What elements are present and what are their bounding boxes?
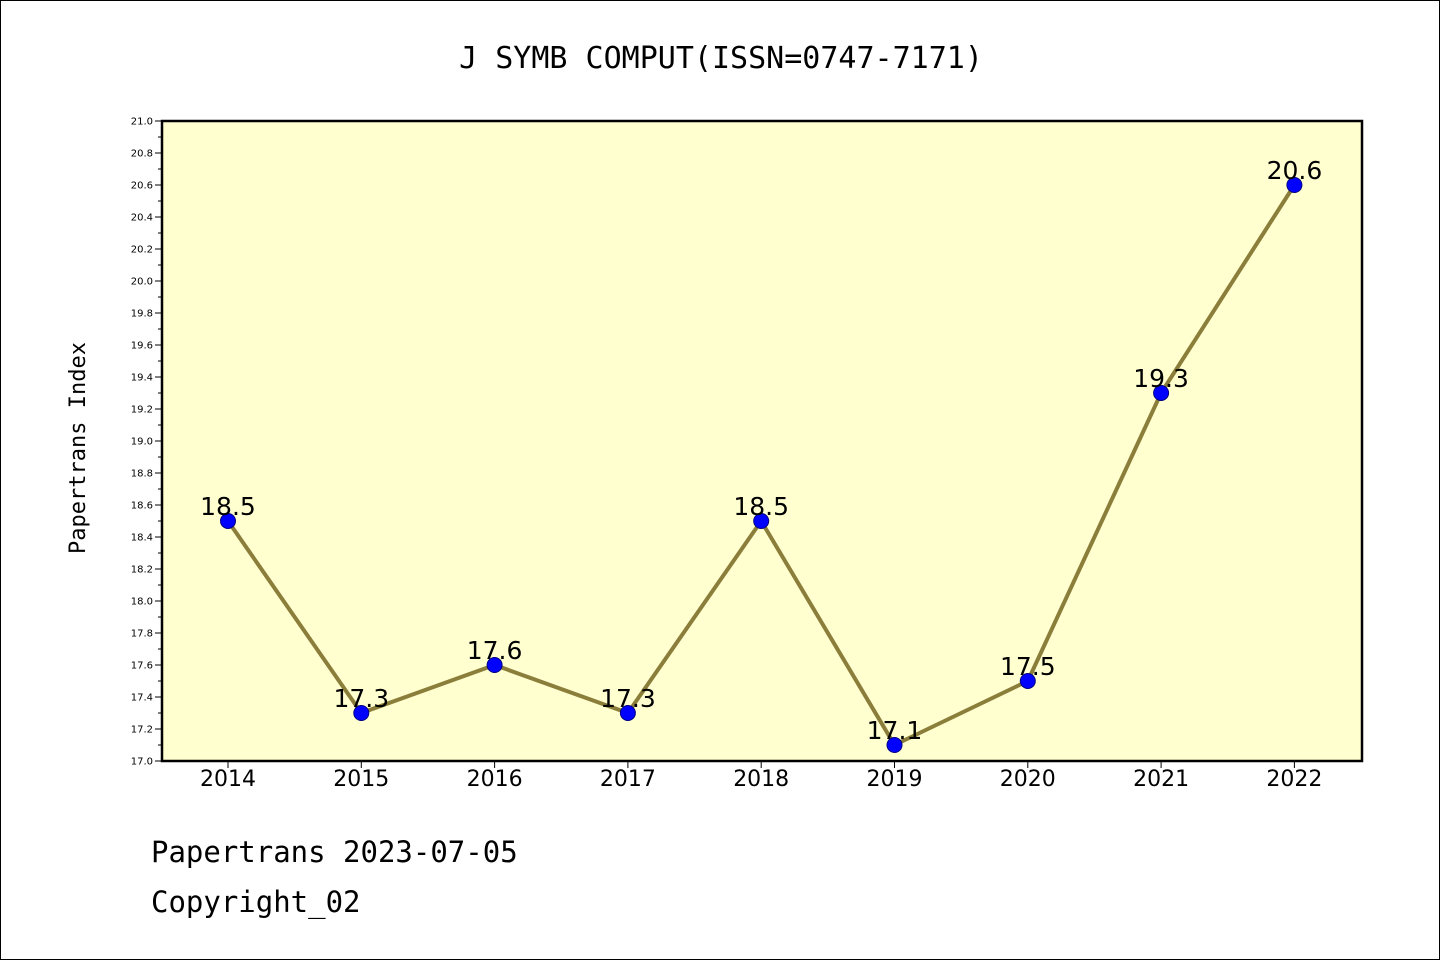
x-tick-label: 2022 [1266,767,1322,792]
y-tick-label: 20.2 [131,245,153,256]
data-point [1019,673,1036,689]
data-point [753,513,770,529]
y-tick-label: 17.0 [131,757,153,768]
x-tick-label: 2021 [1133,767,1189,792]
y-tick-label: 19.8 [131,309,153,320]
data-label: 18.5 [733,492,789,521]
y-tick-label: 17.4 [131,693,153,704]
y-tick-label: 19.4 [131,373,153,384]
plot-area [160,119,1364,763]
y-tick-label: 20.4 [131,213,153,224]
data-label: 20.6 [1267,156,1323,185]
data-label: 17.3 [600,684,656,713]
y-tick-label: 18.4 [131,533,153,544]
data-label: 17.3 [333,684,389,713]
y-tick-label: 19.2 [131,405,153,416]
y-tick-label: 20.8 [131,149,153,160]
x-tick-label: 2015 [333,767,389,792]
y-tick-label: 18.6 [131,501,153,512]
x-tick-label: 2017 [600,767,656,792]
x-tick-label: 2018 [733,767,789,792]
y-tick-label: 19.6 [131,341,153,352]
y-tick-label: 18.8 [131,469,153,480]
data-point [353,705,370,721]
y-axis-ticks: 17.0 17.2 17.4 17.6 17.8 18.0 18.2 18.4 18.6 18.8… [131,117,162,768]
y-tick-label: 21.0 [131,117,153,128]
data-point [886,737,903,753]
y-axis-label: Papertrans Index [66,342,91,554]
data-point [619,705,636,721]
footer-copyright: Copyright_02 [151,885,361,919]
y-tick-label: 17.6 [131,661,153,672]
data-label: 18.5 [200,492,256,521]
x-axis-ticks: 2014 2015 2016 2017 2018 2019 2020 2021 2022 [200,761,1322,792]
data-point [1286,177,1303,193]
x-tick-label: 2020 [1000,767,1056,792]
y-tick-label: 17.2 [131,725,153,736]
x-tick-label: 2019 [867,767,923,792]
data-label: 17.6 [467,636,523,665]
data-point [1153,385,1170,401]
y-tick-label: 19.0 [131,437,153,448]
x-tick-label: 2014 [200,767,256,792]
footer-date: Papertrans 2023-07-05 [151,835,518,869]
y-tick-label: 18.0 [131,597,153,608]
chart-title: J SYMB COMPUT(ISSN=0747-7171) [459,41,983,76]
y-tick-label: 20.0 [131,277,153,288]
series-layer: 18.5 17.3 17.6 17.3 18.5 17.1 17.5 19.3 20.6 [200,156,1322,753]
data-label: 17.1 [867,716,923,745]
data-point [220,513,236,529]
y-tick-label: 18.2 [131,565,153,576]
data-label: 17.5 [1000,652,1056,681]
y-tick-label: 20.6 [131,181,153,192]
x-tick-label: 2016 [467,767,523,792]
y-tick-label: 17.8 [131,629,153,640]
data-label: 19.3 [1133,364,1189,393]
data-point [486,657,503,673]
